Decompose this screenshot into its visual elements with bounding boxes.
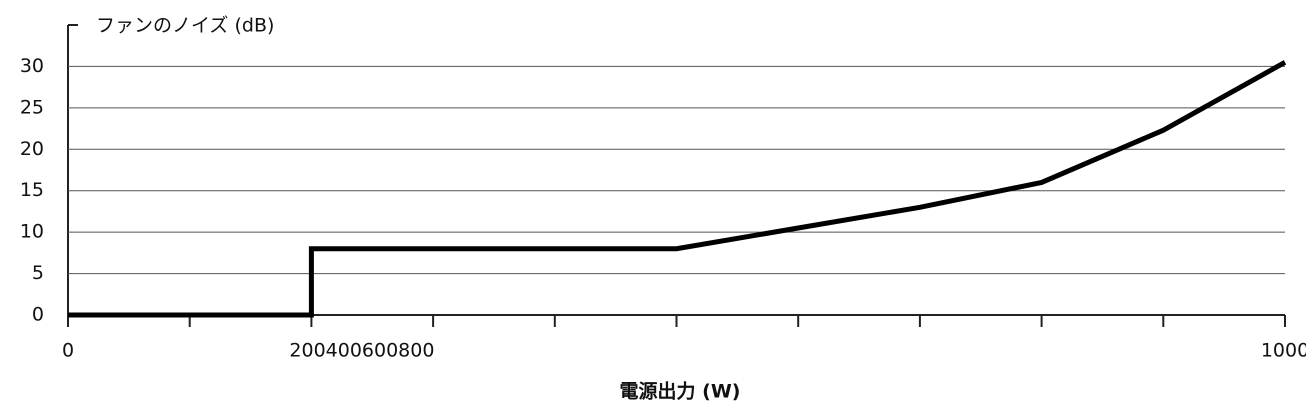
x-axis-title: 電源出力 (W) [620,380,741,403]
y-tick-label: 0 [32,304,44,326]
y-tick-label: 5 [32,262,44,284]
data-line [68,60,1287,318]
x-tick-label: 1000 [1261,340,1306,362]
y-tick-label: 10 [20,221,44,243]
x-tick-label: 0 [62,340,74,362]
x-tick-label: 200400600800 [289,340,434,362]
y-tick-label: 25 [20,96,44,118]
y-tick-label: 30 [20,55,44,77]
y-tick-label: 20 [20,138,44,160]
y-tick-label: 15 [20,179,44,201]
y-axis-title: ファンのノイズ (dB) [96,15,274,37]
